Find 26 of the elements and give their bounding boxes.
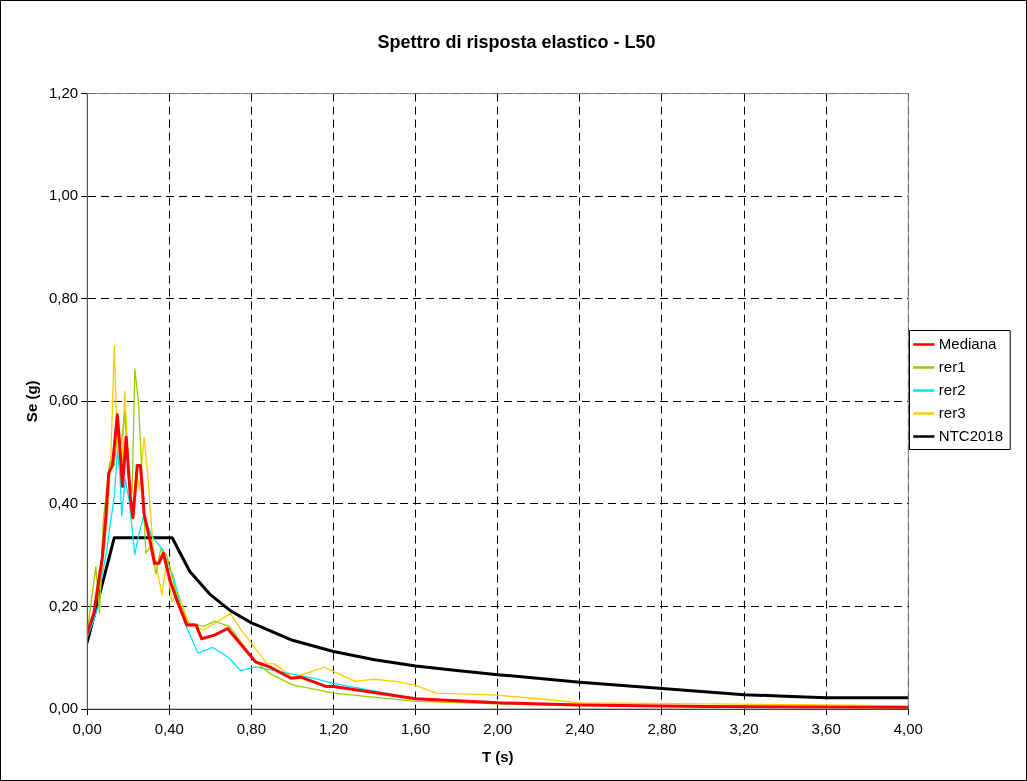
y-tick-label: 0,20	[48, 596, 79, 614]
y-tick-label: 0,00	[48, 699, 79, 717]
y-tick-label: 0,40	[48, 494, 79, 512]
y-tick-label: 0,60	[48, 391, 79, 409]
x-axis-title: T (s)	[481, 748, 514, 766]
legend-label: rer3	[938, 403, 966, 421]
x-tick-label: 3,20	[729, 720, 759, 738]
y-axis-title: Se (g)	[23, 380, 41, 423]
x-tick-label: 1,20	[318, 720, 349, 738]
chart-title: Spettro di risposta elastico - L50	[377, 31, 656, 52]
x-tick-label: 2,00	[483, 720, 513, 738]
legend-label: rer2	[938, 380, 966, 398]
y-tick-label: 0,80	[48, 288, 79, 306]
x-tick-label: 0,00	[72, 720, 102, 738]
x-tick-label: 1,60	[401, 720, 431, 738]
x-tick-label: 0,40	[154, 720, 184, 738]
y-tick-label: 1,00	[48, 186, 79, 204]
x-tick-label: 2,80	[647, 720, 677, 738]
x-tick-label: 4,00	[893, 720, 923, 738]
x-tick-label: 3,60	[811, 720, 841, 738]
x-tick-label: 0,80	[236, 720, 267, 738]
legend-label: rer1	[938, 357, 966, 375]
legend-label: Mediana	[938, 334, 997, 352]
y-tick-label: 1,20	[48, 83, 79, 101]
x-tick-label: 2,40	[565, 720, 595, 738]
legend-label: NTC2018	[938, 426, 1004, 444]
